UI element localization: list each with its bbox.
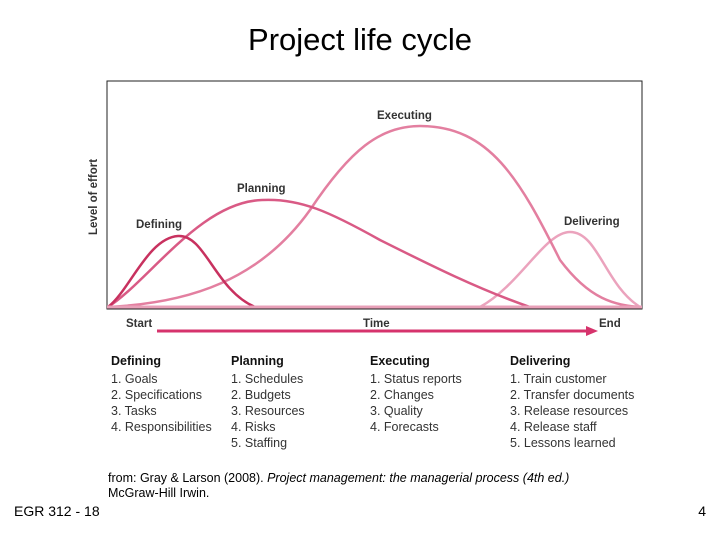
- phase-item: 2. Specifications: [111, 388, 203, 402]
- source-publisher: McGraw-Hill Irwin.: [108, 486, 210, 500]
- planning-curve: [107, 198, 531, 309]
- phase-item: 3. Quality: [370, 404, 423, 418]
- defining-curve: [107, 234, 256, 309]
- phase-item: 4. Release staff: [510, 420, 597, 434]
- executing-curve: [107, 124, 641, 309]
- phase-item: 4. Forecasts: [370, 420, 439, 434]
- phase-item: 1. Train customer: [510, 372, 607, 386]
- slide-title: Project life cycle: [248, 22, 472, 57]
- phase-column-planning: Planning 1. Schedules 2. Budgets 3. Reso…: [231, 353, 305, 451]
- executing-label: Executing: [377, 110, 432, 122]
- phase-header: Delivering: [510, 354, 571, 368]
- phase-item: 4. Risks: [231, 420, 276, 434]
- phase-column-delivering: Delivering 1. Train customer 2. Transfer…: [510, 353, 634, 451]
- timeline-end-label: End: [599, 318, 621, 330]
- phase-item: 5. Lessons learned: [510, 436, 616, 450]
- source-citation: from: Gray & Larson (2008). Project mana…: [108, 471, 668, 501]
- phase-item: 5. Staffing: [231, 436, 288, 450]
- phase-header: Defining: [111, 354, 161, 368]
- source-prefix: from: Gray & Larson (2008).: [108, 471, 268, 485]
- phase-item: 1. Status reports: [370, 372, 462, 386]
- phase-item: 2. Budgets: [231, 388, 291, 402]
- y-axis-label: Level of effort: [88, 159, 100, 235]
- defining-label: Defining: [136, 219, 182, 231]
- phase-item: 1. Goals: [111, 372, 158, 386]
- planning-label: Planning: [237, 183, 286, 195]
- phase-item: 2. Transfer documents: [510, 388, 635, 402]
- phase-item: 3. Resources: [231, 404, 305, 418]
- timeline-start-label: Start: [126, 318, 152, 330]
- timeline-arrow-head-icon: [586, 326, 598, 336]
- phase-item: 4. Responsibilities: [111, 420, 212, 434]
- phase-item: 1. Schedules: [231, 372, 304, 386]
- timeline-time-label: Time: [363, 318, 390, 330]
- delivering-curve: [479, 230, 641, 309]
- phase-header: Executing: [370, 354, 430, 368]
- page-number: 4: [698, 503, 706, 519]
- phase-header: Planning: [231, 354, 284, 368]
- delivering-label: Delivering: [564, 216, 620, 228]
- chart-frame: [106, 80, 643, 310]
- source-publication: Project management: the managerial proce…: [267, 471, 570, 485]
- phase-item: 2. Changes: [370, 388, 434, 402]
- phase-item: 3. Release resources: [510, 404, 629, 418]
- phase-column-executing: Executing 1. Status reports 2. Changes 3…: [370, 353, 462, 435]
- phase-item: 3. Tasks: [111, 404, 157, 418]
- course-footer: EGR 312 - 18: [14, 503, 100, 519]
- phase-column-defining: Defining 1. Goals 2. Specifications 3. T…: [111, 353, 212, 435]
